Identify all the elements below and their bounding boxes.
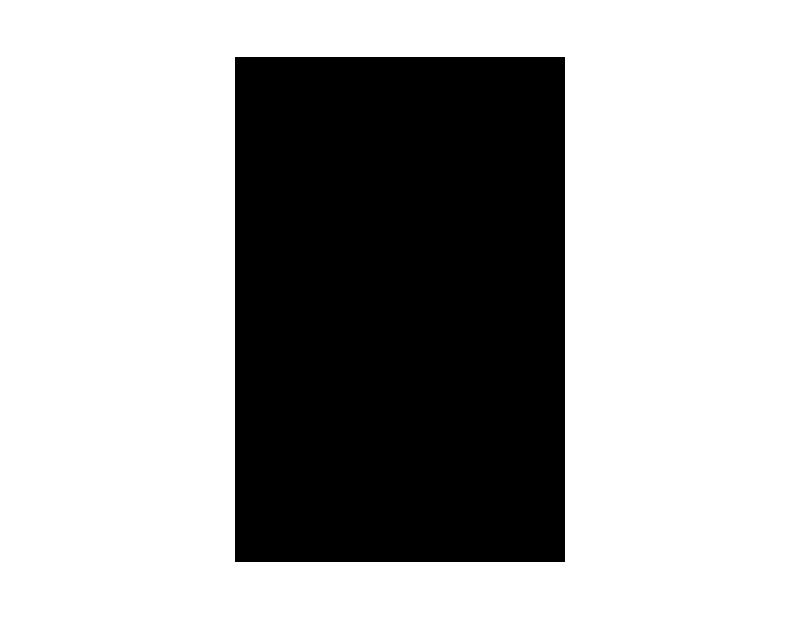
fill-nw-3200 bbox=[236, 58, 305, 112]
map-canvas bbox=[235, 57, 565, 562]
fill-basin-3120 bbox=[399, 282, 564, 407]
fill-ne-corner bbox=[520, 58, 564, 94]
colorbar bbox=[660, 52, 795, 567]
fill-spots-3110 bbox=[423, 330, 560, 441]
lakes bbox=[362, 183, 564, 488]
country-borders-central bbox=[340, 195, 564, 404]
rivers-lake-nasser bbox=[514, 58, 545, 518]
map-frame bbox=[235, 57, 565, 562]
fill-westcoast-3130 bbox=[236, 235, 273, 263]
country-borders-south bbox=[345, 399, 560, 561]
fill-south-3150 bbox=[236, 469, 564, 561]
coastline bbox=[236, 264, 366, 561]
fill-regions bbox=[236, 58, 564, 561]
islands bbox=[294, 293, 318, 335]
